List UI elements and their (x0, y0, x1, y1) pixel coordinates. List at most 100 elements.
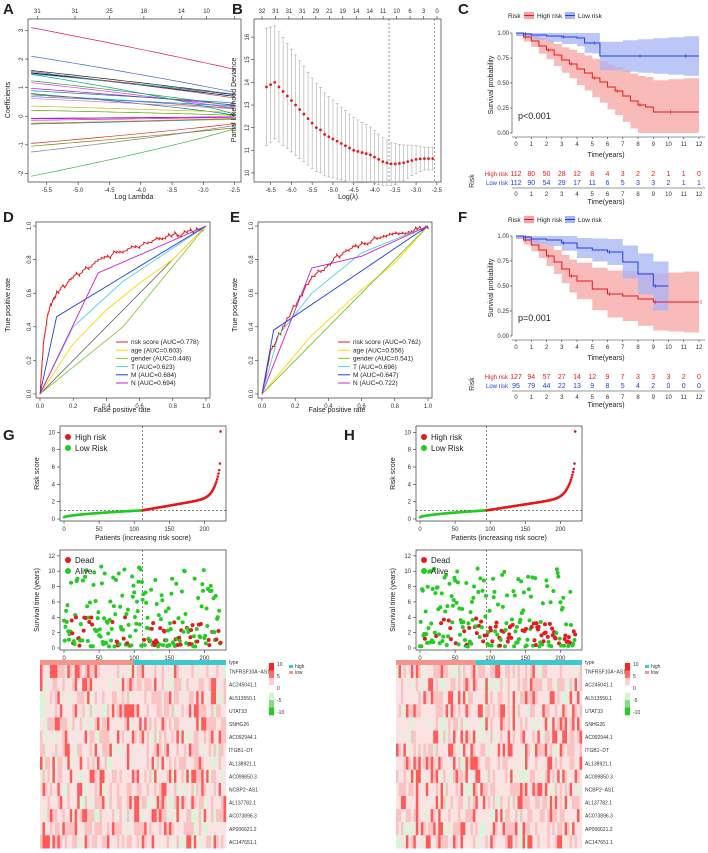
x-tick-label: 150 (520, 527, 531, 533)
x-tick-label: 4 (575, 142, 579, 148)
heat-cell (201, 717, 204, 731)
heat-cell (542, 743, 545, 757)
x-tick-label: 100 (129, 656, 140, 662)
y-tick-label: 6 (408, 600, 412, 606)
heat-cell (109, 704, 113, 718)
heat-cell (186, 796, 189, 810)
heat-cell (74, 822, 78, 836)
heat-cell (467, 835, 471, 849)
heat-cell (97, 796, 100, 810)
heat-cell (450, 678, 454, 692)
heat-cell (124, 796, 127, 810)
heat-cell (467, 782, 471, 797)
heat-cell (500, 704, 503, 718)
heat-cell (45, 704, 48, 718)
heat-cell (49, 743, 53, 757)
heat-cell (398, 691, 402, 705)
heat-cell (198, 730, 202, 744)
heat-cell (40, 730, 43, 744)
heat-cell (188, 678, 192, 692)
deviance-point (273, 80, 277, 84)
heat-cell (121, 769, 125, 783)
heat-cell (477, 809, 481, 823)
heat-cell (149, 691, 152, 705)
heat-cell (111, 704, 115, 718)
heat-cell (534, 743, 538, 757)
heat-cell (443, 691, 446, 705)
heat-cell (408, 665, 412, 679)
heat-cell (121, 678, 125, 692)
heat-cell (472, 717, 476, 731)
heat-cell (572, 691, 575, 705)
heat-cell (203, 743, 207, 757)
heat-cell (420, 835, 424, 849)
legend-entry: M (AUC=0.647) (353, 372, 398, 379)
heat-cell (450, 730, 454, 744)
heat-cell (151, 822, 155, 836)
heat-cell (430, 809, 434, 823)
heat-cell (537, 796, 541, 810)
heat-cell (82, 691, 85, 705)
heat-cell (572, 717, 575, 731)
heat-cell (54, 835, 58, 849)
heat-cell (159, 769, 162, 783)
heat-cell (465, 769, 469, 783)
heat-cell (542, 796, 545, 810)
heat-cell (525, 756, 528, 770)
heat-cell (500, 822, 503, 836)
heat-cell (534, 691, 538, 705)
alive-point (423, 609, 428, 614)
alive-point (198, 635, 203, 640)
alive-point (568, 589, 573, 594)
heat-cell (77, 665, 80, 679)
heat-cell (497, 782, 501, 797)
heat-cell (428, 678, 431, 692)
heat-cell (559, 822, 563, 836)
heat-cell (492, 835, 496, 849)
heat-cell (463, 835, 466, 849)
heat-cell (517, 717, 521, 731)
heat-cell (500, 678, 503, 692)
heat-cell (401, 782, 404, 797)
heat-cell (221, 835, 224, 849)
type-bar-high (133, 660, 226, 665)
heat-cell (443, 743, 446, 757)
heat-cell (510, 743, 513, 757)
heat-cell (107, 809, 110, 823)
risk-x-tick: 9 (652, 395, 656, 401)
heat-cell (59, 691, 63, 705)
heat-cell (458, 769, 461, 783)
heat-cell (57, 809, 61, 823)
heat-cell (79, 691, 83, 705)
risk-count-high: 112 (510, 171, 521, 178)
heat-cell (495, 822, 498, 836)
heat-cell (146, 822, 150, 836)
alive-point (435, 585, 440, 590)
heat-cell (156, 665, 160, 679)
heat-cell (171, 796, 175, 810)
heat-cell (114, 769, 118, 783)
heat-cell (82, 809, 85, 823)
heat-cell (42, 835, 46, 849)
heat-cell (201, 796, 204, 810)
heat-cell (57, 835, 61, 849)
heat-cell (79, 743, 83, 757)
heat-cell (450, 769, 454, 783)
y-axis-label-f: Survival probability (488, 258, 495, 317)
y-tick-label: 8 (52, 448, 56, 454)
heat-cell (542, 769, 545, 783)
heat-cell (156, 691, 160, 705)
heat-cell (139, 743, 142, 757)
deviance-point (418, 157, 422, 161)
heat-cell (52, 691, 56, 705)
alive-point (537, 644, 542, 649)
heat-cell (502, 809, 506, 823)
gene-label: AC099850.3 (585, 774, 613, 780)
heat-cell (42, 730, 46, 744)
alive-point (477, 635, 482, 640)
heat-cell (92, 835, 95, 849)
heat-cell (218, 743, 222, 757)
panel-d: D 0.00.00.20.20.40.40.60.60.80.81.01.0 F… (3, 209, 211, 414)
heat-cell (430, 835, 434, 849)
heat-cell (198, 835, 202, 849)
